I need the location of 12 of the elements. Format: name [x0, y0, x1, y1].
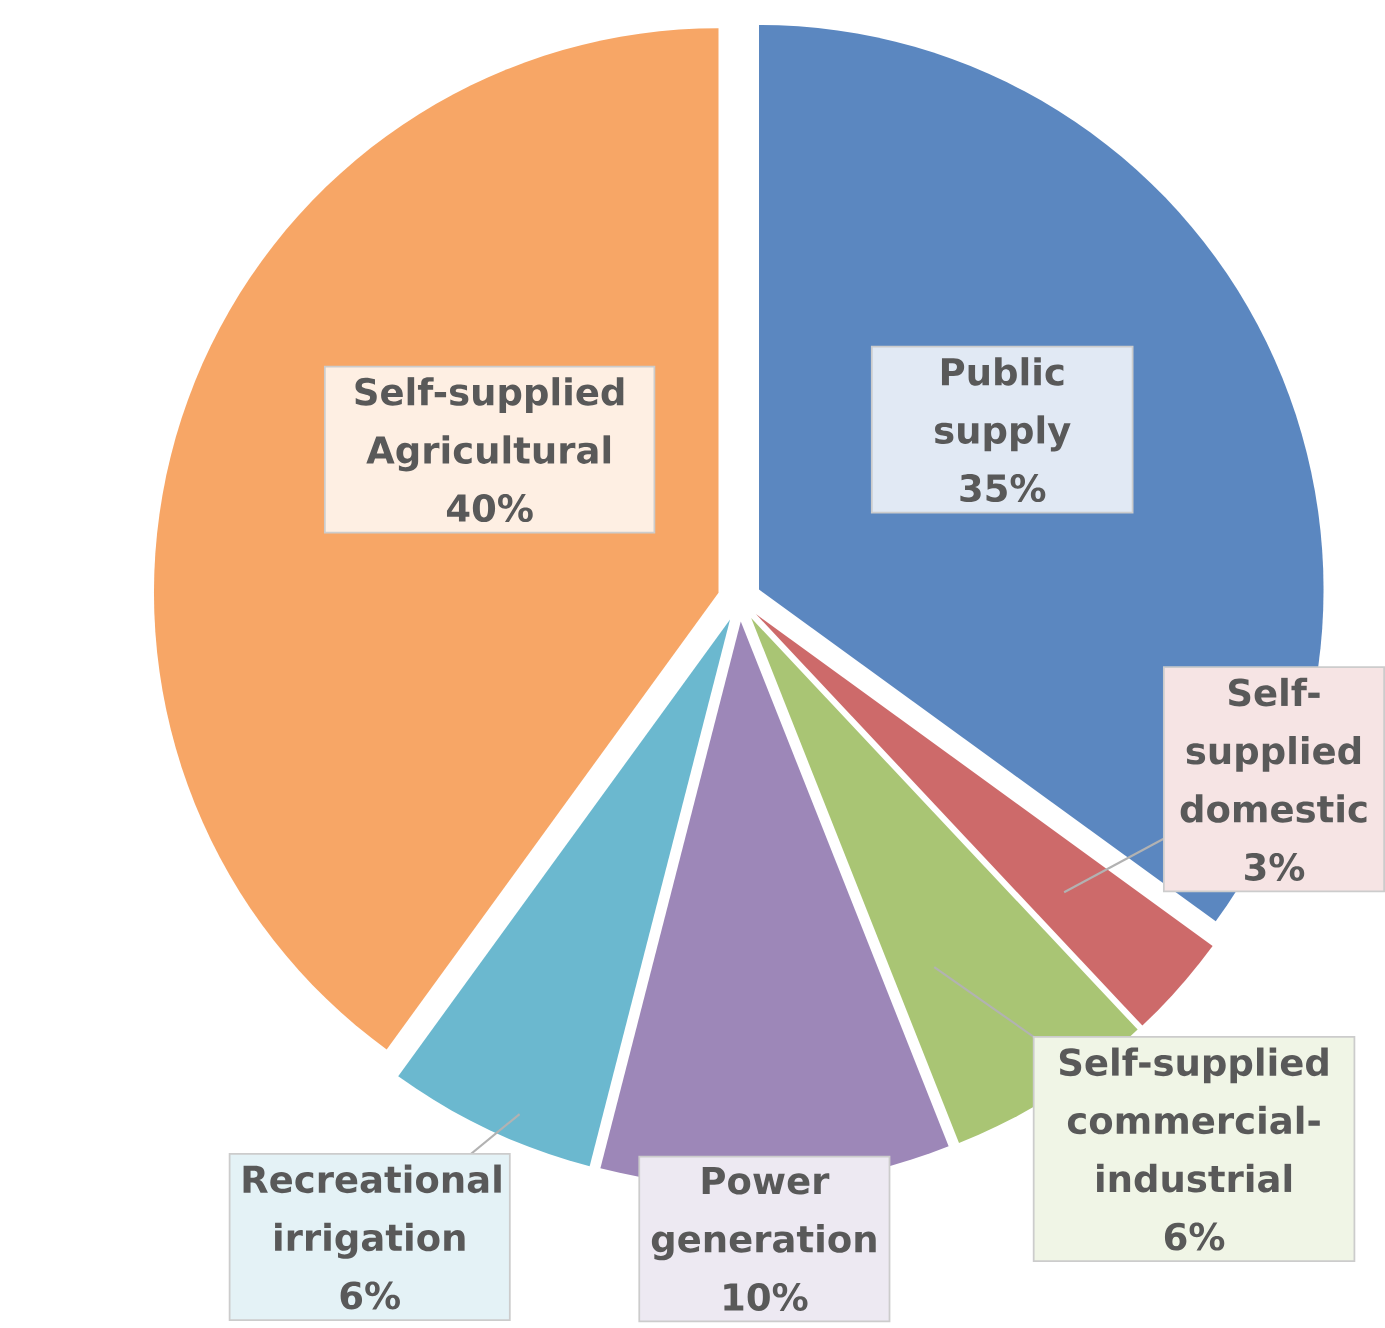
slice-label: Recreational irrigation [243, 1164, 501, 1259]
data-label: 6% [340, 1281, 400, 1310]
slice-label: Public supply [935, 357, 1071, 452]
data-label: 10% [724, 1282, 808, 1311]
slice-label: Power generation [651, 1167, 876, 1261]
data-label: 35% [960, 474, 1046, 503]
slice-label: Self-supplied domestic [1180, 677, 1367, 823]
slice-label: Self-supplied Agricultural [355, 377, 624, 472]
slice-label: Self-supplied commercial-industrial [1059, 1047, 1328, 1193]
data-label: 3% [1245, 852, 1305, 881]
data-label: 6% [1164, 1222, 1225, 1251]
data-label: 40% [446, 494, 533, 523]
